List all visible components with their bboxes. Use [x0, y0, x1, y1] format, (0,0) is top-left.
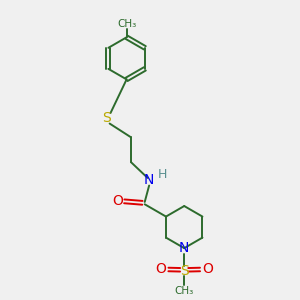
Text: CH₃: CH₃ [117, 19, 136, 29]
Text: S: S [180, 264, 189, 278]
Text: N: N [144, 173, 154, 187]
Text: N: N [179, 241, 189, 255]
Text: O: O [155, 262, 166, 277]
Text: O: O [112, 194, 123, 208]
Text: S: S [102, 111, 110, 125]
Text: H: H [158, 168, 167, 181]
Text: CH₃: CH₃ [175, 286, 194, 296]
Text: O: O [202, 262, 213, 277]
